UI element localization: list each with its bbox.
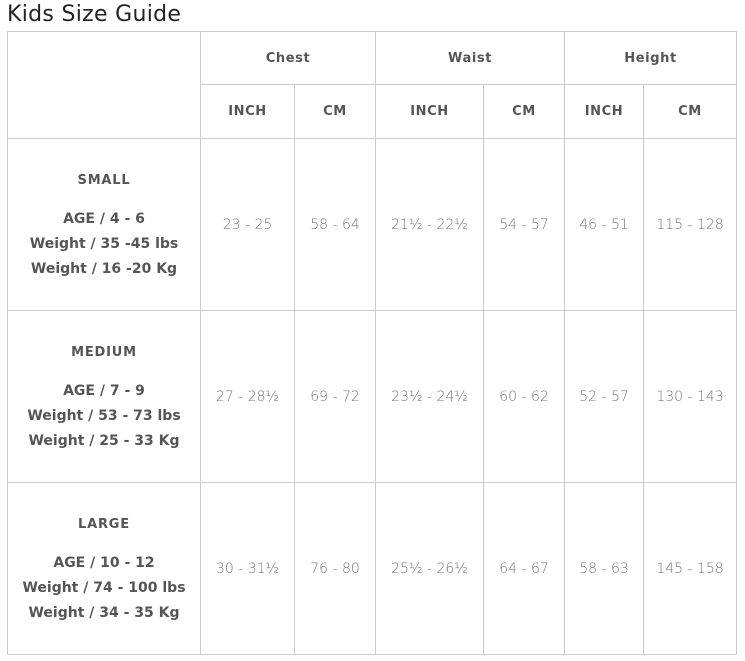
age-range: AGE / 7 - 9 [63, 382, 145, 399]
measurement-cell: 21½ - 22½ [375, 138, 485, 311]
page-title: Kids Size Guide [7, 2, 182, 27]
measurement-cell: 60 - 62 [483, 310, 566, 483]
weight-lbs: Weight / 35 -45 lbs [29, 235, 179, 252]
measurement-cell: 30 - 31½ [200, 482, 295, 655]
measurement-cell: 64 - 67 [483, 482, 566, 655]
unit-header: CM [483, 84, 566, 139]
size-label-cell: LARGE AGE / 10 - 12 Weight / 74 - 100 lb… [7, 482, 201, 655]
size-table: Chest Waist Height INCH CM INCH CM INCH CM SM… [7, 31, 738, 655]
table-row: MEDIUM AGE / 7 - 9 Weight / 53 - 73 lbs … [7, 310, 738, 483]
unit-header: CM [293, 84, 377, 139]
age-range: AGE / 4 - 6 [63, 210, 145, 227]
measurement-cell: 130 - 143 [643, 310, 738, 483]
weight-kg: Weight / 25 - 33 Kg [28, 432, 180, 449]
size-name: LARGE [78, 516, 130, 532]
measurement-cell: 58 - 63 [564, 482, 645, 655]
group-header: Height [564, 31, 738, 85]
size-label-cell: SMALL AGE / 4 - 6 Weight / 35 -45 lbs We… [7, 138, 201, 311]
size-label-cell: MEDIUM AGE / 7 - 9 Weight / 53 - 73 lbs … [7, 310, 201, 483]
group-header: Waist [375, 31, 566, 85]
measurement-cell: 25½ - 26½ [375, 482, 485, 655]
measurement-cell: 54 - 57 [483, 138, 566, 311]
unit-header: INCH [564, 84, 645, 139]
weight-lbs: Weight / 74 - 100 lbs [22, 579, 186, 596]
measurement-cell: 46 - 51 [564, 138, 645, 311]
unit-header: INCH [200, 84, 295, 139]
measurement-cell: 27 - 28½ [200, 310, 295, 483]
corner-cell [7, 31, 201, 139]
table-row: LARGE AGE / 10 - 12 Weight / 74 - 100 lb… [7, 482, 738, 655]
size-name: MEDIUM [71, 344, 137, 360]
measurement-cell: 69 - 72 [293, 310, 377, 483]
measurement-cell: 115 - 128 [643, 138, 738, 311]
weight-lbs: Weight / 53 - 73 lbs [27, 407, 181, 424]
age-range: AGE / 10 - 12 [53, 554, 155, 571]
unit-header: CM [643, 84, 738, 139]
measurement-cell: 52 - 57 [564, 310, 645, 483]
group-header: Chest [199, 31, 377, 85]
measurement-cell: 145 - 158 [643, 482, 738, 655]
weight-kg: Weight / 34 - 35 Kg [28, 604, 180, 621]
measurement-cell: 76 - 80 [293, 482, 377, 655]
weight-kg: Weight / 16 -20 Kg [30, 260, 178, 277]
measurement-cell: 58 - 64 [293, 138, 377, 311]
unit-header: INCH [375, 84, 485, 139]
table-row: SMALL AGE / 4 - 6 Weight / 35 -45 lbs We… [7, 138, 738, 311]
measurement-cell: 23½ - 24½ [375, 310, 485, 483]
measurement-cell: 23 - 25 [200, 138, 295, 311]
size-name: SMALL [77, 172, 131, 188]
